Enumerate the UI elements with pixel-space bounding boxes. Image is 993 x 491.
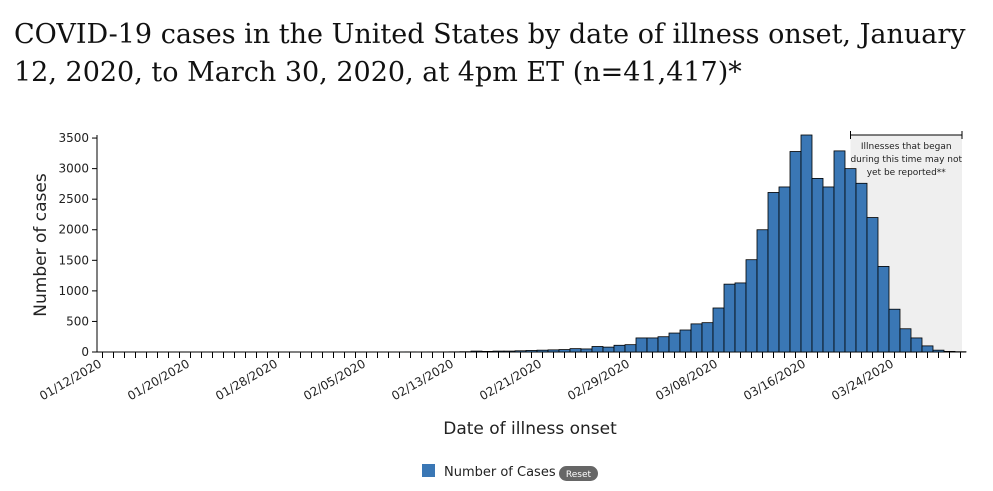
bar bbox=[481, 350, 494, 353]
y-tick-label: 500 bbox=[66, 314, 89, 328]
bar bbox=[668, 332, 681, 353]
bar bbox=[855, 182, 868, 353]
x-axis-label: Date of illness onset bbox=[443, 419, 617, 439]
bar bbox=[734, 282, 747, 353]
bar bbox=[503, 350, 516, 353]
reset-button[interactable] bbox=[559, 466, 598, 481]
x-tick-label: 03/08/2020 bbox=[653, 356, 720, 403]
bar bbox=[833, 150, 846, 353]
y-tick-label: 0 bbox=[81, 345, 89, 359]
bar bbox=[624, 344, 637, 353]
x-tick-label: 03/16/2020 bbox=[741, 356, 808, 403]
bar bbox=[470, 350, 483, 353]
y-tick-label: 3500 bbox=[58, 131, 89, 145]
reset-label[interactable]: Reset bbox=[566, 470, 592, 480]
bar bbox=[921, 345, 934, 353]
x-tick-label: 02/29/2020 bbox=[565, 356, 632, 403]
bar bbox=[712, 307, 725, 353]
x-tick-label: 02/13/2020 bbox=[389, 356, 456, 403]
bar bbox=[492, 350, 505, 353]
bar bbox=[690, 323, 703, 353]
x-tick-label: 02/21/2020 bbox=[477, 356, 544, 403]
bar bbox=[822, 186, 835, 353]
bar bbox=[932, 349, 945, 353]
bar bbox=[536, 349, 549, 353]
bar bbox=[745, 259, 758, 353]
y-tick-label: 1000 bbox=[58, 284, 89, 298]
y-tick-label: 3000 bbox=[58, 162, 89, 176]
bar bbox=[602, 346, 615, 353]
bar bbox=[580, 348, 593, 353]
annotation: during this time may not bbox=[850, 155, 962, 165]
bar bbox=[943, 350, 956, 353]
bar bbox=[877, 266, 890, 353]
bar bbox=[569, 348, 582, 353]
legend-swatch bbox=[422, 464, 435, 477]
bar bbox=[635, 337, 648, 353]
bar bbox=[646, 337, 659, 353]
annotation: yet be reported** bbox=[867, 168, 947, 178]
annotation: Illnesses that began bbox=[861, 142, 952, 152]
x-tick-label: 01/12/2020 bbox=[37, 356, 104, 403]
y-tick-label: 1500 bbox=[58, 253, 89, 267]
chart-title: COVID-19 cases in the United States by d… bbox=[14, 19, 966, 88]
bar bbox=[899, 328, 912, 353]
y-tick-label: 2500 bbox=[58, 192, 89, 206]
bar bbox=[800, 134, 813, 353]
bar bbox=[525, 350, 538, 353]
bar bbox=[613, 344, 626, 353]
bar bbox=[591, 346, 604, 353]
bar bbox=[767, 192, 780, 353]
x-tick-label: 03/24/2020 bbox=[829, 356, 896, 403]
bar bbox=[756, 229, 769, 353]
bar bbox=[723, 283, 736, 353]
x-tick-label: 01/20/2020 bbox=[125, 356, 192, 403]
bar bbox=[844, 168, 857, 353]
bar bbox=[888, 308, 901, 353]
bar bbox=[657, 336, 670, 353]
bar bbox=[910, 337, 923, 353]
bar bbox=[811, 177, 824, 353]
bar bbox=[514, 350, 527, 353]
bar bbox=[558, 349, 571, 353]
legend-label: Number of Cases bbox=[444, 465, 556, 480]
bar bbox=[778, 186, 791, 353]
y-axis-label: Number of cases bbox=[31, 173, 51, 317]
x-tick-label: 01/28/2020 bbox=[213, 356, 280, 403]
x-tick-label: 02/05/2020 bbox=[301, 356, 368, 403]
y-tick-label: 2000 bbox=[58, 223, 89, 237]
bar bbox=[789, 151, 802, 353]
bar bbox=[679, 329, 692, 353]
bar bbox=[866, 217, 879, 353]
bar bbox=[701, 322, 714, 353]
bar bbox=[547, 349, 560, 353]
